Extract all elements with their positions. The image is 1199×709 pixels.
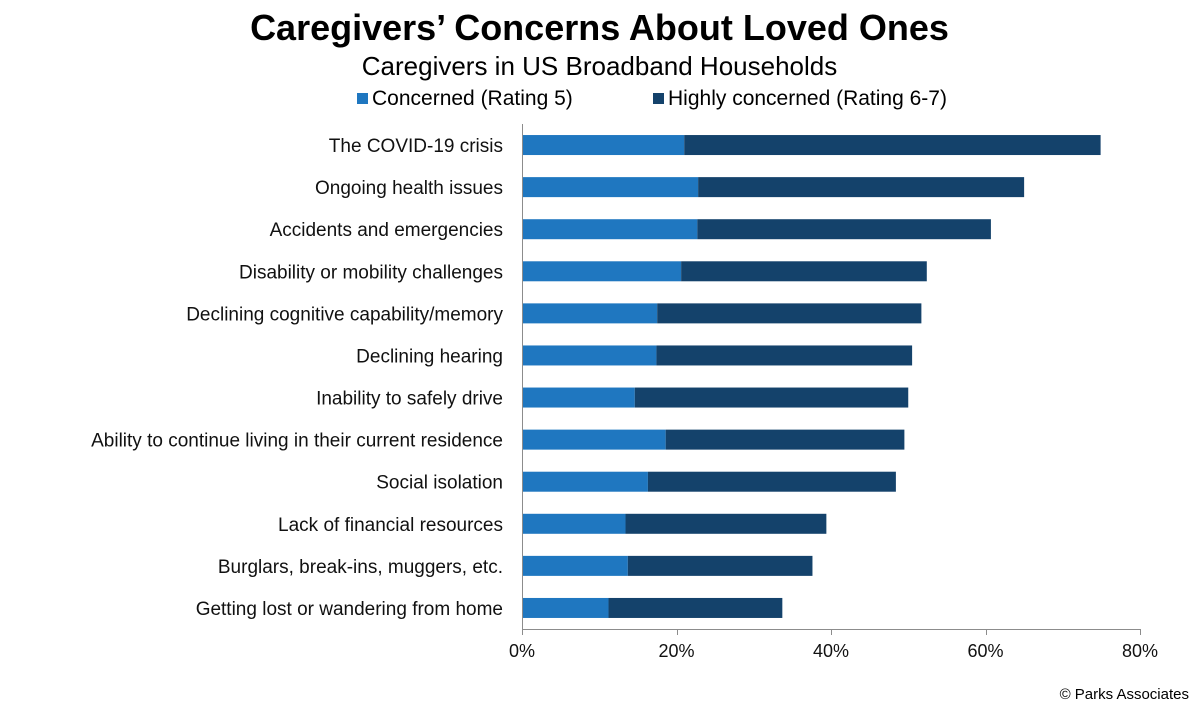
bar-highly-concerned-4 <box>657 303 922 324</box>
bar-highly-concerned-1 <box>698 177 1025 198</box>
bar-concerned-8 <box>522 471 648 492</box>
legend-swatch-highly-concerned <box>653 93 664 104</box>
category-label-11: Getting lost or wandering from home <box>196 599 503 620</box>
bar-highly-concerned-0 <box>684 135 1101 156</box>
category-labels: The COVID-19 crisis Ongoing health issues… <box>91 136 503 620</box>
category-label-4: Declining cognitive capability/memory <box>186 304 503 325</box>
bar-highly-concerned-6 <box>634 387 909 408</box>
bar-concerned-4 <box>522 303 658 324</box>
legend-label-highly-concerned: Highly concerned (Rating 6-7) <box>668 87 947 110</box>
bar-highly-concerned-2 <box>697 219 991 240</box>
copyright-text: © Parks Associates <box>1059 686 1189 703</box>
legend-swatch-concerned <box>357 93 368 104</box>
category-label-3: Disability or mobility challenges <box>239 262 503 283</box>
legend-item-concerned: Concerned (Rating 5) <box>357 86 573 112</box>
legend: Concerned (Rating 5) Highly concerned (R… <box>0 86 1199 112</box>
bar-highly-concerned-5 <box>656 345 913 366</box>
category-label-9: Lack of financial resources <box>278 515 503 536</box>
category-label-7: Ability to continue living in their curr… <box>91 431 503 452</box>
bar-highly-concerned-8 <box>647 471 896 492</box>
legend-item-highly-concerned: Highly concerned (Rating 6-7) <box>653 86 947 112</box>
x-tick-label-0: 0% <box>509 641 535 661</box>
x-tick-label-1: 20% <box>658 641 694 661</box>
bar-concerned-2 <box>522 219 698 240</box>
bars-group <box>522 135 1101 618</box>
x-tick-label-3: 60% <box>967 641 1003 661</box>
bar-concerned-11 <box>522 597 609 618</box>
bar-highly-concerned-9 <box>625 513 827 534</box>
category-label-8: Social isolation <box>376 473 503 494</box>
chart-subtitle: Caregivers in US Broadband Households <box>361 51 838 81</box>
x-tick-label-2: 40% <box>813 641 849 661</box>
x-tick-label-4: 80% <box>1122 641 1158 661</box>
bar-concerned-5 <box>522 345 657 366</box>
axes-group: 0% 20% 40% 60% 80% <box>509 124 1158 661</box>
chart-title: Caregivers’ Concerns About Loved Ones <box>250 7 949 48</box>
category-label-1: Ongoing health issues <box>315 178 503 199</box>
bar-concerned-3 <box>522 261 682 282</box>
category-label-5: Declining hearing <box>356 346 503 367</box>
bar-concerned-7 <box>522 429 666 450</box>
bar-concerned-0 <box>522 135 685 156</box>
bar-highly-concerned-3 <box>681 261 927 282</box>
bar-highly-concerned-10 <box>627 555 813 576</box>
bar-concerned-1 <box>522 177 699 198</box>
bar-concerned-10 <box>522 555 628 576</box>
category-label-6: Inability to safely drive <box>316 389 503 410</box>
category-label-2: Accidents and emergencies <box>270 220 503 241</box>
bar-concerned-6 <box>522 387 635 408</box>
bar-highly-concerned-7 <box>665 429 905 450</box>
category-label-10: Burglars, break-ins, muggers, etc. <box>218 557 503 578</box>
legend-label-concerned: Concerned (Rating 5) <box>372 87 573 110</box>
category-label-0: The COVID-19 crisis <box>329 136 503 157</box>
bar-highly-concerned-11 <box>608 597 783 618</box>
bar-concerned-9 <box>522 513 626 534</box>
